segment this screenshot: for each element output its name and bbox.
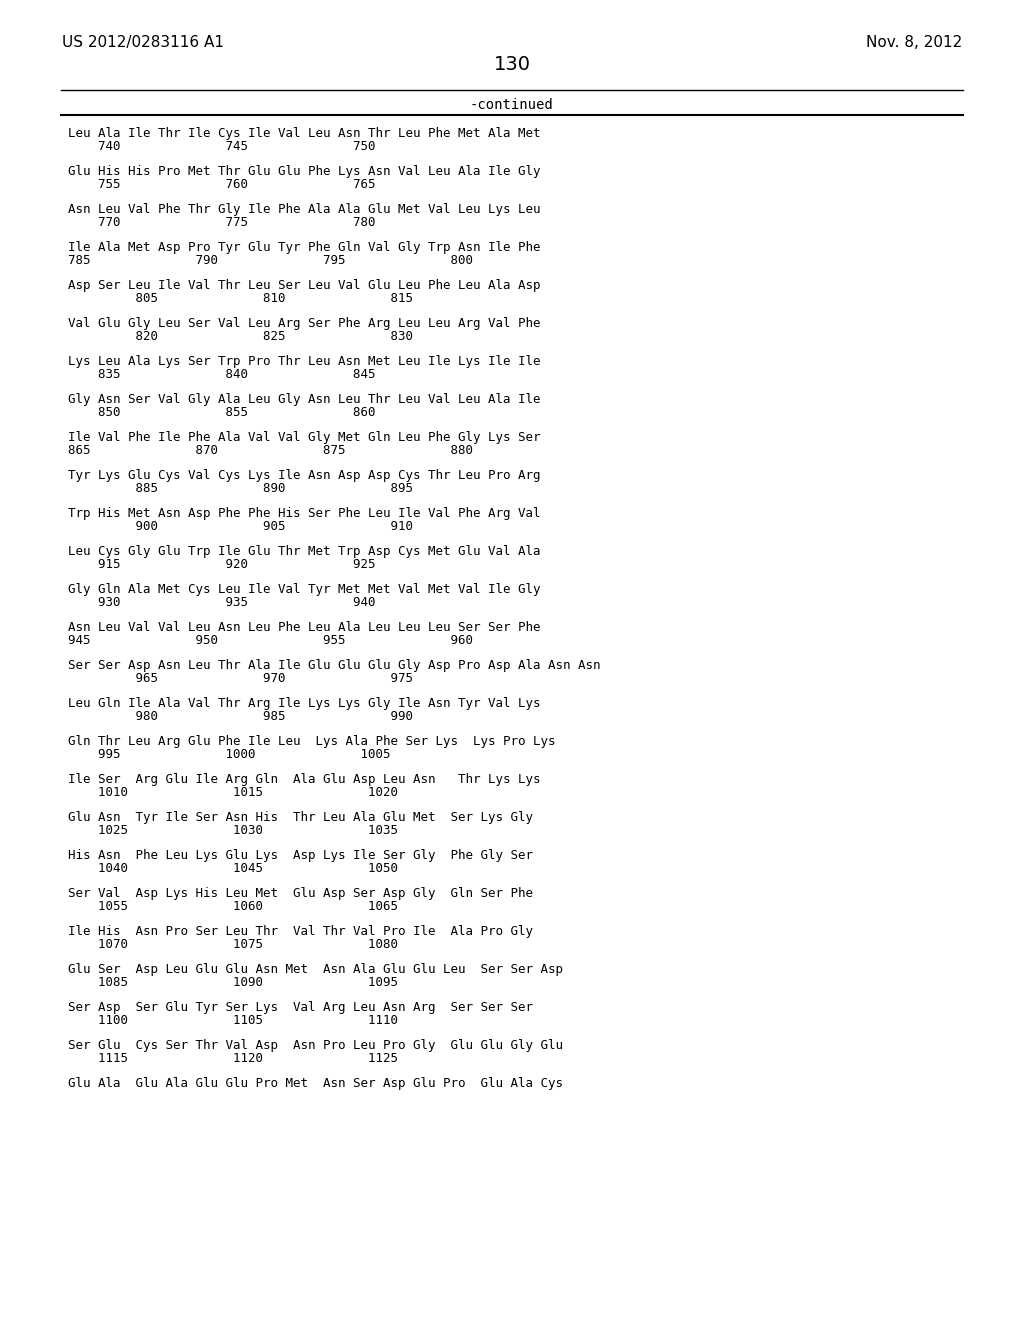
Text: 965              970              975: 965 970 975 xyxy=(68,672,413,685)
Text: Ser Ser Asp Asn Leu Thr Ala Ile Glu Glu Glu Gly Asp Pro Asp Ala Asn Asn: Ser Ser Asp Asn Leu Thr Ala Ile Glu Glu … xyxy=(68,659,600,672)
Text: 930              935              940: 930 935 940 xyxy=(68,597,376,610)
Text: Leu Ala Ile Thr Ile Cys Ile Val Leu Asn Thr Leu Phe Met Ala Met: Leu Ala Ile Thr Ile Cys Ile Val Leu Asn … xyxy=(68,127,541,140)
Text: 945              950              955              960: 945 950 955 960 xyxy=(68,635,473,648)
Text: Nov. 8, 2012: Nov. 8, 2012 xyxy=(865,36,962,50)
Text: 755              760              765: 755 760 765 xyxy=(68,178,376,191)
Text: Lys Leu Ala Lys Ser Trp Pro Thr Leu Asn Met Leu Ile Lys Ile Ile: Lys Leu Ala Lys Ser Trp Pro Thr Leu Asn … xyxy=(68,355,541,368)
Text: His Asn  Phe Leu Lys Glu Lys  Asp Lys Ile Ser Gly  Phe Gly Ser: His Asn Phe Leu Lys Glu Lys Asp Lys Ile … xyxy=(68,849,534,862)
Text: Ser Glu  Cys Ser Thr Val Asp  Asn Pro Leu Pro Gly  Glu Glu Gly Glu: Ser Glu Cys Ser Thr Val Asp Asn Pro Leu … xyxy=(68,1039,563,1052)
Text: Asn Leu Val Val Leu Asn Leu Phe Leu Ala Leu Leu Leu Ser Ser Phe: Asn Leu Val Val Leu Asn Leu Phe Leu Ala … xyxy=(68,620,541,634)
Text: US 2012/0283116 A1: US 2012/0283116 A1 xyxy=(62,36,224,50)
Text: 1115              1120              1125: 1115 1120 1125 xyxy=(68,1052,398,1065)
Text: 1085              1090              1095: 1085 1090 1095 xyxy=(68,977,398,990)
Text: Ile Ala Met Asp Pro Tyr Glu Tyr Phe Gln Val Gly Trp Asn Ile Phe: Ile Ala Met Asp Pro Tyr Glu Tyr Phe Gln … xyxy=(68,242,541,253)
Text: 995              1000              1005: 995 1000 1005 xyxy=(68,748,390,762)
Text: 130: 130 xyxy=(494,55,530,74)
Text: 1025              1030              1035: 1025 1030 1035 xyxy=(68,825,398,837)
Text: Ser Asp  Ser Glu Tyr Ser Lys  Val Arg Leu Asn Arg  Ser Ser Ser: Ser Asp Ser Glu Tyr Ser Lys Val Arg Leu … xyxy=(68,1001,534,1014)
Text: 1100              1105              1110: 1100 1105 1110 xyxy=(68,1015,398,1027)
Text: Ile His  Asn Pro Ser Leu Thr  Val Thr Val Pro Ile  Ala Pro Gly: Ile His Asn Pro Ser Leu Thr Val Thr Val … xyxy=(68,925,534,939)
Text: Ile Val Phe Ile Phe Ala Val Val Gly Met Gln Leu Phe Gly Lys Ser: Ile Val Phe Ile Phe Ala Val Val Gly Met … xyxy=(68,432,541,444)
Text: 770              775              780: 770 775 780 xyxy=(68,216,376,230)
Text: Ser Val  Asp Lys His Leu Met  Glu Asp Ser Asp Gly  Gln Ser Phe: Ser Val Asp Lys His Leu Met Glu Asp Ser … xyxy=(68,887,534,900)
Text: 805              810              815: 805 810 815 xyxy=(68,293,413,305)
Text: 740              745              750: 740 745 750 xyxy=(68,140,376,153)
Text: 835              840              845: 835 840 845 xyxy=(68,368,376,381)
Text: 785              790              795              800: 785 790 795 800 xyxy=(68,255,473,268)
Text: 850              855              860: 850 855 860 xyxy=(68,407,376,420)
Text: Leu Gln Ile Ala Val Thr Arg Ile Lys Lys Gly Ile Asn Tyr Val Lys: Leu Gln Ile Ala Val Thr Arg Ile Lys Lys … xyxy=(68,697,541,710)
Text: Leu Cys Gly Glu Trp Ile Glu Thr Met Trp Asp Cys Met Glu Val Ala: Leu Cys Gly Glu Trp Ile Glu Thr Met Trp … xyxy=(68,545,541,558)
Text: Glu Ala  Glu Ala Glu Glu Pro Met  Asn Ser Asp Glu Pro  Glu Ala Cys: Glu Ala Glu Ala Glu Glu Pro Met Asn Ser … xyxy=(68,1077,563,1090)
Text: Glu His His Pro Met Thr Glu Glu Phe Lys Asn Val Leu Ala Ile Gly: Glu His His Pro Met Thr Glu Glu Phe Lys … xyxy=(68,165,541,178)
Text: Asn Leu Val Phe Thr Gly Ile Phe Ala Ala Glu Met Val Leu Lys Leu: Asn Leu Val Phe Thr Gly Ile Phe Ala Ala … xyxy=(68,203,541,216)
Text: 1070              1075              1080: 1070 1075 1080 xyxy=(68,939,398,952)
Text: 885              890              895: 885 890 895 xyxy=(68,483,413,495)
Text: Asp Ser Leu Ile Val Thr Leu Ser Leu Val Glu Leu Phe Leu Ala Asp: Asp Ser Leu Ile Val Thr Leu Ser Leu Val … xyxy=(68,279,541,292)
Text: -continued: -continued xyxy=(470,98,554,112)
Text: 865              870              875              880: 865 870 875 880 xyxy=(68,445,473,458)
Text: Trp His Met Asn Asp Phe Phe His Ser Phe Leu Ile Val Phe Arg Val: Trp His Met Asn Asp Phe Phe His Ser Phe … xyxy=(68,507,541,520)
Text: 900              905              910: 900 905 910 xyxy=(68,520,413,533)
Text: Val Glu Gly Leu Ser Val Leu Arg Ser Phe Arg Leu Leu Arg Val Phe: Val Glu Gly Leu Ser Val Leu Arg Ser Phe … xyxy=(68,317,541,330)
Text: 1055              1060              1065: 1055 1060 1065 xyxy=(68,900,398,913)
Text: Tyr Lys Glu Cys Val Cys Lys Ile Asn Asp Asp Cys Thr Leu Pro Arg: Tyr Lys Glu Cys Val Cys Lys Ile Asn Asp … xyxy=(68,469,541,482)
Text: Gly Asn Ser Val Gly Ala Leu Gly Asn Leu Thr Leu Val Leu Ala Ile: Gly Asn Ser Val Gly Ala Leu Gly Asn Leu … xyxy=(68,393,541,407)
Text: 1010              1015              1020: 1010 1015 1020 xyxy=(68,787,398,800)
Text: Ile Ser  Arg Glu Ile Arg Gln  Ala Glu Asp Leu Asn   Thr Lys Lys: Ile Ser Arg Glu Ile Arg Gln Ala Glu Asp … xyxy=(68,774,541,785)
Text: 820              825              830: 820 825 830 xyxy=(68,330,413,343)
Text: Gln Thr Leu Arg Glu Phe Ile Leu  Lys Ala Phe Ser Lys  Lys Pro Lys: Gln Thr Leu Arg Glu Phe Ile Leu Lys Ala … xyxy=(68,735,555,748)
Text: 915              920              925: 915 920 925 xyxy=(68,558,376,572)
Text: Glu Asn  Tyr Ile Ser Asn His  Thr Leu Ala Glu Met  Ser Lys Gly: Glu Asn Tyr Ile Ser Asn His Thr Leu Ala … xyxy=(68,810,534,824)
Text: 1040              1045              1050: 1040 1045 1050 xyxy=(68,862,398,875)
Text: Gly Gln Ala Met Cys Leu Ile Val Tyr Met Met Val Met Val Ile Gly: Gly Gln Ala Met Cys Leu Ile Val Tyr Met … xyxy=(68,583,541,597)
Text: Glu Ser  Asp Leu Glu Glu Asn Met  Asn Ala Glu Glu Leu  Ser Ser Asp: Glu Ser Asp Leu Glu Glu Asn Met Asn Ala … xyxy=(68,964,563,975)
Text: 980              985              990: 980 985 990 xyxy=(68,710,413,723)
